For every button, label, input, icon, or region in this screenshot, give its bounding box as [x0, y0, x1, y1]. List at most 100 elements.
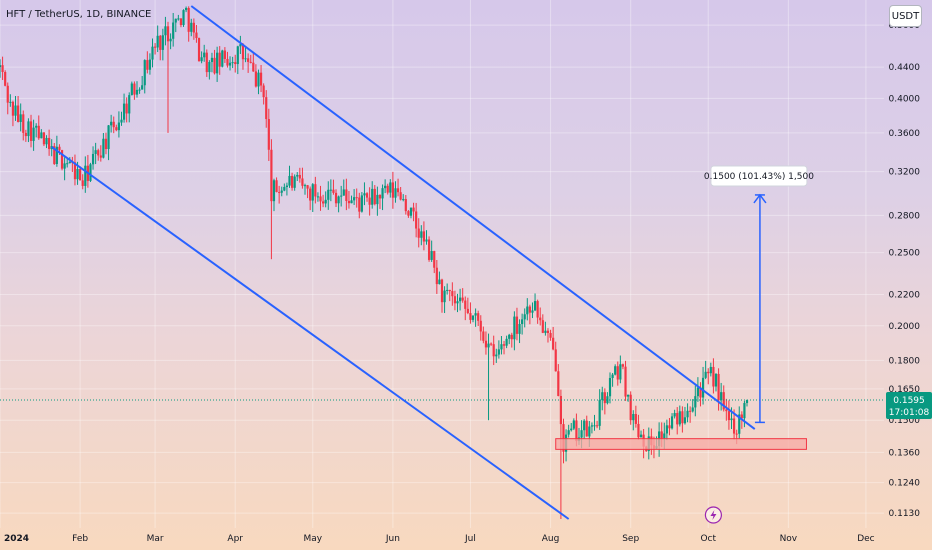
candle-body: [22, 114, 25, 133]
candle-body: [143, 60, 146, 86]
candle-body: [404, 199, 407, 212]
candle-body: [309, 188, 312, 201]
channel-lower-line[interactable]: [51, 146, 570, 520]
candle-body: [415, 211, 418, 229]
candle-body: [314, 184, 317, 197]
candle-body: [717, 373, 720, 401]
time-tick-label: May: [303, 534, 322, 544]
candle-body: [102, 138, 105, 158]
candle-body: [290, 175, 294, 188]
price-tick-label: 0.2200: [889, 291, 921, 301]
candle-body: [409, 207, 413, 216]
candle-body: [417, 228, 420, 238]
candle-body: [420, 231, 423, 238]
candle-body: [515, 316, 519, 334]
candle-body: [580, 430, 583, 438]
candle-body: [668, 425, 671, 429]
candle-body: [55, 146, 58, 165]
candle-body: [81, 180, 84, 186]
candle-body: [554, 349, 557, 372]
candle-body: [164, 26, 167, 36]
candle-body: [464, 300, 467, 309]
candle-body: [572, 420, 575, 429]
candle-body: [68, 161, 71, 164]
candle-body: [696, 387, 699, 397]
candle-body: [79, 168, 82, 181]
currency-button[interactable]: USDT: [889, 5, 922, 27]
candle-body: [347, 200, 351, 204]
candle-body: [35, 125, 38, 128]
candle-body: [148, 59, 152, 70]
candle-body: [48, 137, 51, 150]
candle-body: [60, 150, 64, 169]
price-tick-label: 0.2800: [889, 211, 921, 221]
candle-body: [141, 85, 144, 90]
candle-body: [490, 343, 493, 345]
candle-body: [632, 413, 635, 421]
candle-body: [603, 392, 606, 404]
candle-body: [303, 185, 307, 187]
candle-body: [179, 18, 183, 26]
candle-body: [29, 121, 33, 141]
candle-body: [138, 89, 141, 91]
candle-body: [316, 196, 320, 198]
candle-body: [337, 196, 340, 204]
candle-body: [128, 95, 131, 114]
candle-body: [376, 194, 379, 205]
candles: [0, 6, 749, 519]
candle-body: [714, 373, 718, 387]
symbol-title: HFT / TetherUS, 1D, BINANCE: [6, 9, 152, 20]
candle-body: [334, 192, 338, 204]
candle-body: [606, 396, 609, 404]
candle-body: [373, 188, 376, 205]
candle-body: [505, 338, 508, 346]
candle-body: [16, 105, 20, 122]
candle-body: [231, 62, 234, 64]
current-price-value: 0.1595: [893, 396, 925, 406]
candle-body: [557, 371, 560, 396]
candle-body: [169, 38, 172, 42]
price-tick-label: 0.2500: [889, 249, 921, 259]
candle-body: [624, 366, 627, 397]
drawing-objects[interactable]: 0.1500 (101.43%) 1,500: [0, 5, 884, 524]
candle-body: [66, 163, 69, 165]
candle-body: [629, 394, 632, 421]
candle-body: [508, 334, 511, 339]
candle-body: [399, 192, 402, 200]
support-zone[interactable]: [555, 438, 807, 450]
candle-body: [660, 431, 663, 439]
candle-body: [663, 433, 666, 439]
price-tick-label: 0.2000: [889, 322, 921, 332]
candle-body: [694, 396, 697, 408]
candle-body: [332, 189, 335, 193]
measure-label: 0.1500 (101.43%) 1,500: [704, 172, 814, 182]
candle-body: [394, 188, 397, 198]
candle-body: [588, 426, 591, 437]
candle-body: [301, 178, 304, 186]
candle-body: [616, 366, 619, 380]
candle-body: [311, 184, 314, 201]
candle-body: [461, 297, 464, 301]
price-tick-label: 0.1360: [889, 448, 921, 458]
candle-body: [125, 103, 128, 114]
price-axis[interactable]: 0.50000.44000.40000.36000.32000.28000.25…: [886, 21, 932, 519]
candle-body: [627, 394, 630, 397]
channel-upper-line[interactable]: [190, 5, 756, 430]
candle-body: [117, 122, 121, 131]
candle-body: [110, 121, 113, 126]
candle-body: [252, 62, 255, 72]
candle-body: [670, 416, 674, 429]
candle-body: [559, 395, 563, 425]
price-tick-label: 0.4400: [889, 63, 921, 73]
candle-body: [412, 207, 415, 212]
candle-body: [42, 132, 46, 145]
candle-body: [228, 62, 232, 66]
candle-body: [487, 343, 490, 348]
candle-body: [743, 403, 746, 419]
candle-body: [699, 387, 702, 398]
candle-body: [639, 434, 643, 438]
time-axis[interactable]: 2024 Feb Mar Apr May Jun Jul Aug Sep Oct Nov Dec: [4, 534, 875, 544]
candle-body: [396, 188, 400, 193]
